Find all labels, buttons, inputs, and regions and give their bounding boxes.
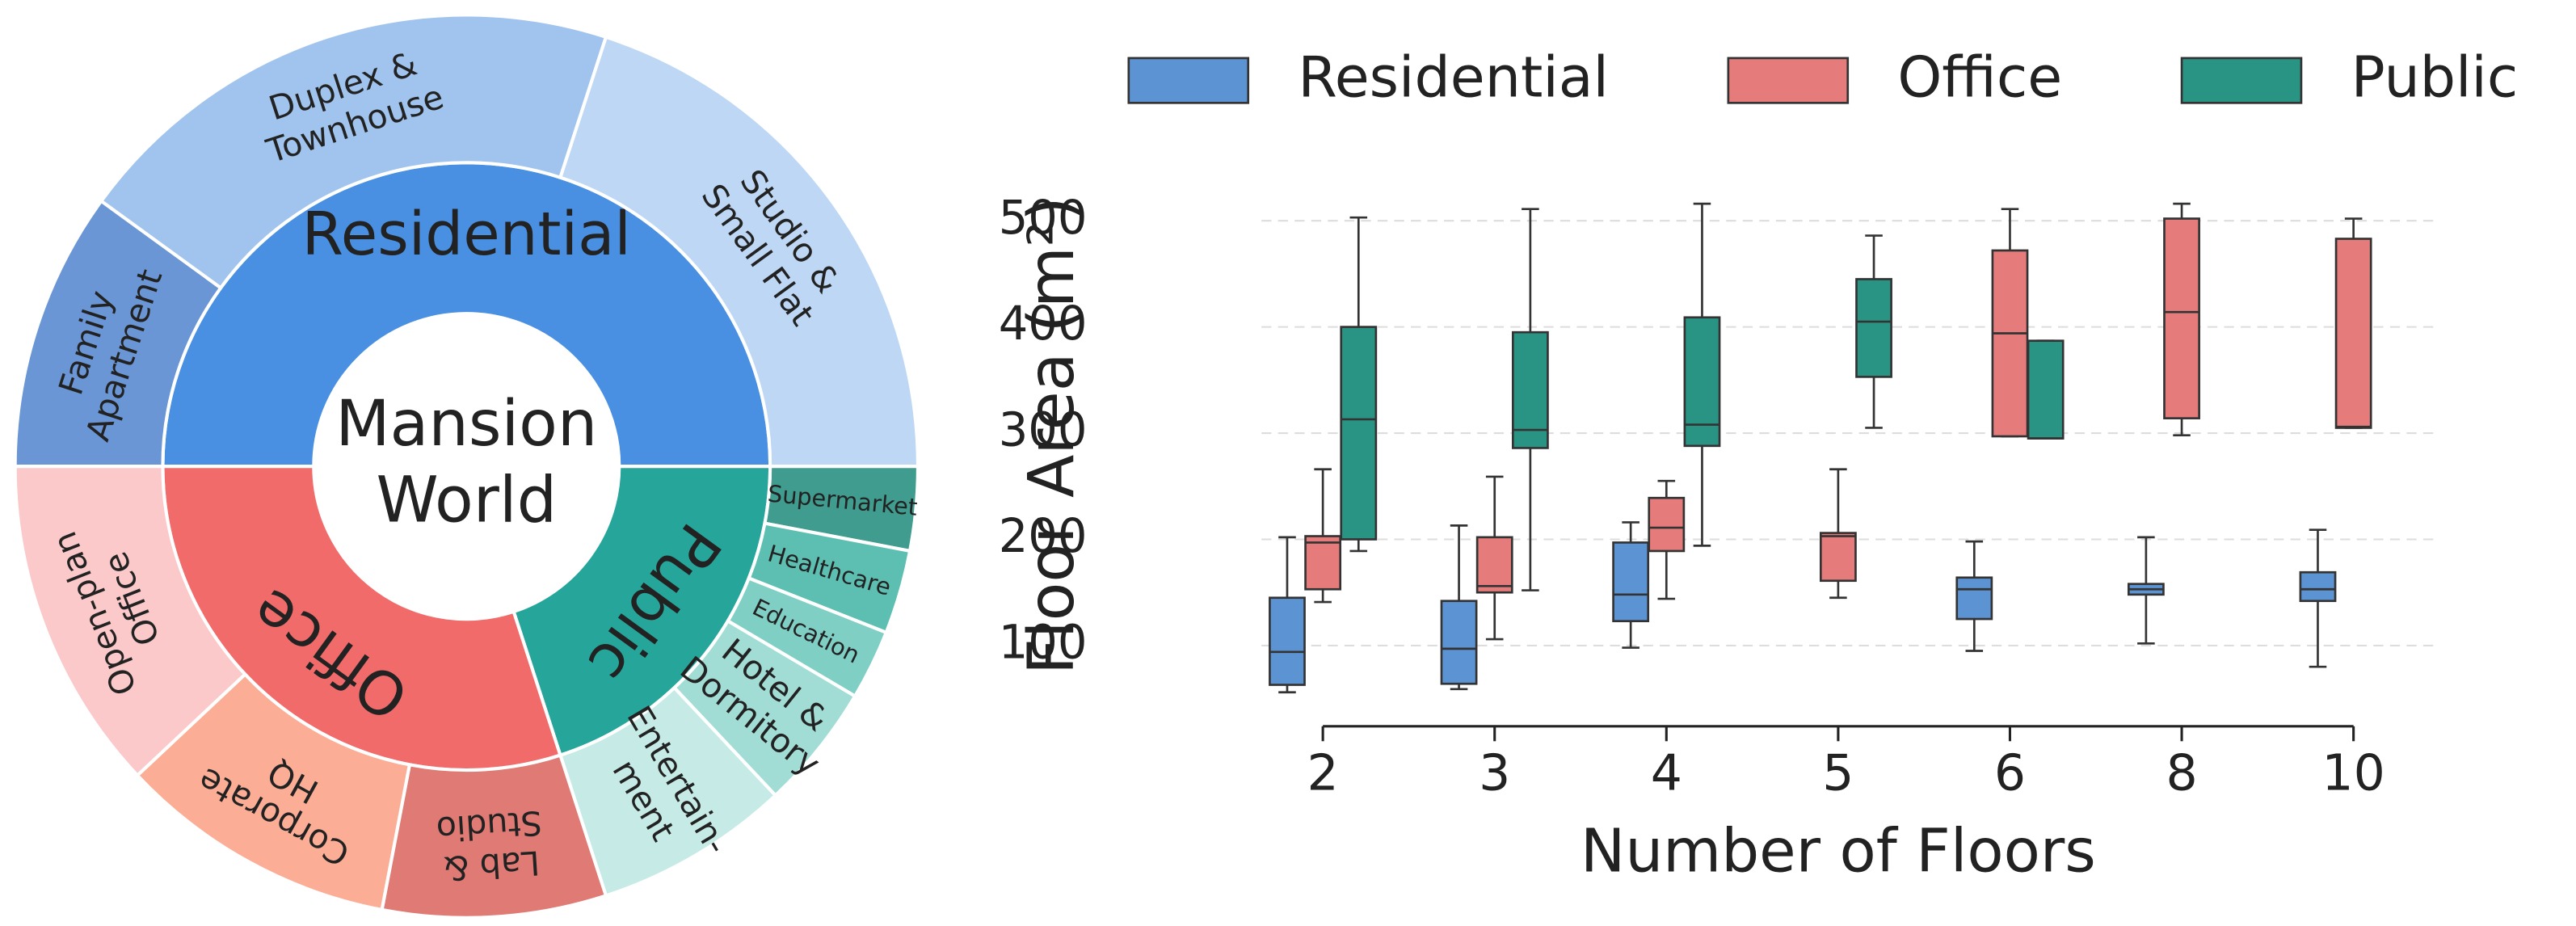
inner-label: Residential [302,200,631,269]
x-tick-label: 10 [2321,744,2384,802]
box [1819,532,1857,583]
outer-label: Lab &Studio [435,803,545,888]
legend-label: Office [1897,45,2062,111]
box [2334,238,2372,429]
box [2163,217,2200,419]
center-label-line: Mansion [335,388,597,461]
legend-swatch [2180,57,2303,104]
box [1340,326,1378,541]
box [1440,600,1478,685]
box [1648,496,1686,553]
x-axis-label: Number of Floors [1581,816,2096,886]
legend-swatch [1727,57,1850,104]
outer-label-line: Studio [435,803,543,848]
box [1511,330,1549,449]
outer-segment [99,13,608,291]
outer-segment [13,465,248,778]
x-tick-label: 8 [2166,744,2197,802]
y-tick-label: 500 [999,191,1088,245]
box [1991,249,2029,438]
box [2299,570,2337,603]
center-label-line: World [376,465,557,537]
box [1612,541,1650,623]
center-label: Mansion World [335,388,597,537]
box [1855,278,1892,378]
y-tick-label: 200 [999,509,1088,563]
box [1269,596,1306,686]
y-tick-label: 300 [999,403,1088,457]
x-tick-label: 5 [1822,744,1854,802]
box [2027,339,2065,440]
x-tick-label: 6 [1994,744,2026,802]
box [1475,536,1513,594]
legend-label: Residential [1298,45,1609,111]
x-tick-label: 3 [1479,744,1510,802]
box [1955,576,1993,621]
y-tick-label: 400 [999,297,1088,351]
x-tick-label: 2 [1307,744,1339,802]
x-tick-label: 4 [1651,744,1682,802]
box [1683,316,1721,448]
legend-label: Public [2351,45,2519,111]
box-plot: 100 200 300 400 500 2 3 4 5 6 8 10 Number of Floors F… [999,45,2519,886]
legend-swatch [1127,57,1250,104]
y-axis-label: Floor Area (m²) [1016,196,1088,675]
y-tick-label: 100 [999,616,1088,670]
box [1304,535,1342,591]
outer-label-line: Lab & [442,843,541,887]
outer-segment [558,35,920,469]
